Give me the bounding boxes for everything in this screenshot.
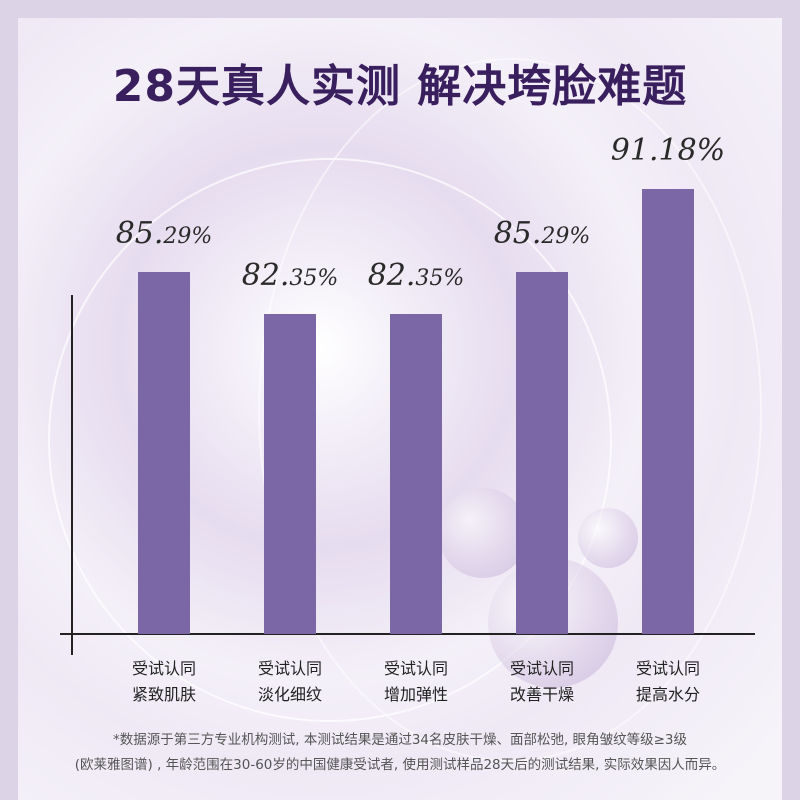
footnote-line: (欧莱雅图谱) , 年龄范围在30-60岁的中国健康受试者, 使用测试样品28天… [74, 757, 726, 773]
data-label-major: 82. [241, 257, 290, 293]
data-label-minor: 35% [415, 265, 465, 291]
category-label-line: 提高水分 [635, 685, 700, 704]
data-label-major: 91.18% [610, 132, 726, 168]
data-label-minor: 29% [163, 224, 213, 250]
category-label-line: 增加弹性 [383, 685, 448, 704]
data-label: 82.35% [346, 258, 486, 293]
page-title: 28天真人实测 解决垮脸难题 [112, 61, 688, 112]
decorative-bubble [438, 488, 528, 578]
data-label: 85.29% [94, 216, 234, 251]
bar [264, 313, 316, 634]
data-label-minor: 35% [289, 265, 339, 291]
category-label-line: 紧致肌肤 [131, 685, 196, 704]
category-label-line: 受试认同 [257, 659, 322, 678]
decorative-bubble [578, 508, 638, 568]
data-label: 91.18% [598, 133, 738, 168]
data-label: 85.29% [472, 216, 612, 251]
category-label-line: 改善干燥 [509, 685, 574, 704]
data-label-major: 85. [493, 216, 542, 252]
data-label: 82.35% [220, 258, 360, 293]
category-label: 受试认同 增加弹性 [356, 656, 476, 708]
bar [642, 188, 694, 634]
data-label-minor: 29% [541, 224, 591, 250]
category-label-line: 受试认同 [635, 659, 700, 678]
data-label-major: 85. [115, 216, 164, 252]
category-label-line: 受试认同 [509, 659, 574, 678]
category-label: 受试认同 淡化细纹 [230, 656, 350, 708]
footnote-line: *数据源于第三方专业机构测试, 本测试结果是通过34名皮肤干燥、面部松弛, 眼角… [113, 732, 687, 748]
category-label-line: 受试认同 [383, 659, 448, 678]
category-label: 受试认同 改善干燥 [482, 656, 602, 708]
data-label-major: 82. [367, 257, 416, 293]
y-axis [71, 295, 73, 655]
bar [516, 272, 568, 634]
category-label: 受试认同 紧致肌肤 [104, 656, 224, 708]
category-label-line: 淡化细纹 [257, 685, 322, 704]
bar [390, 313, 442, 634]
footnote: *数据源于第三方专业机构测试, 本测试结果是通过34名皮肤干燥、面部松弛, 眼角… [10, 728, 790, 778]
category-label-line: 受试认同 [131, 659, 196, 678]
category-label: 受试认同 提高水分 [608, 656, 728, 708]
bar [138, 272, 190, 634]
decorative-ring [258, 58, 762, 762]
